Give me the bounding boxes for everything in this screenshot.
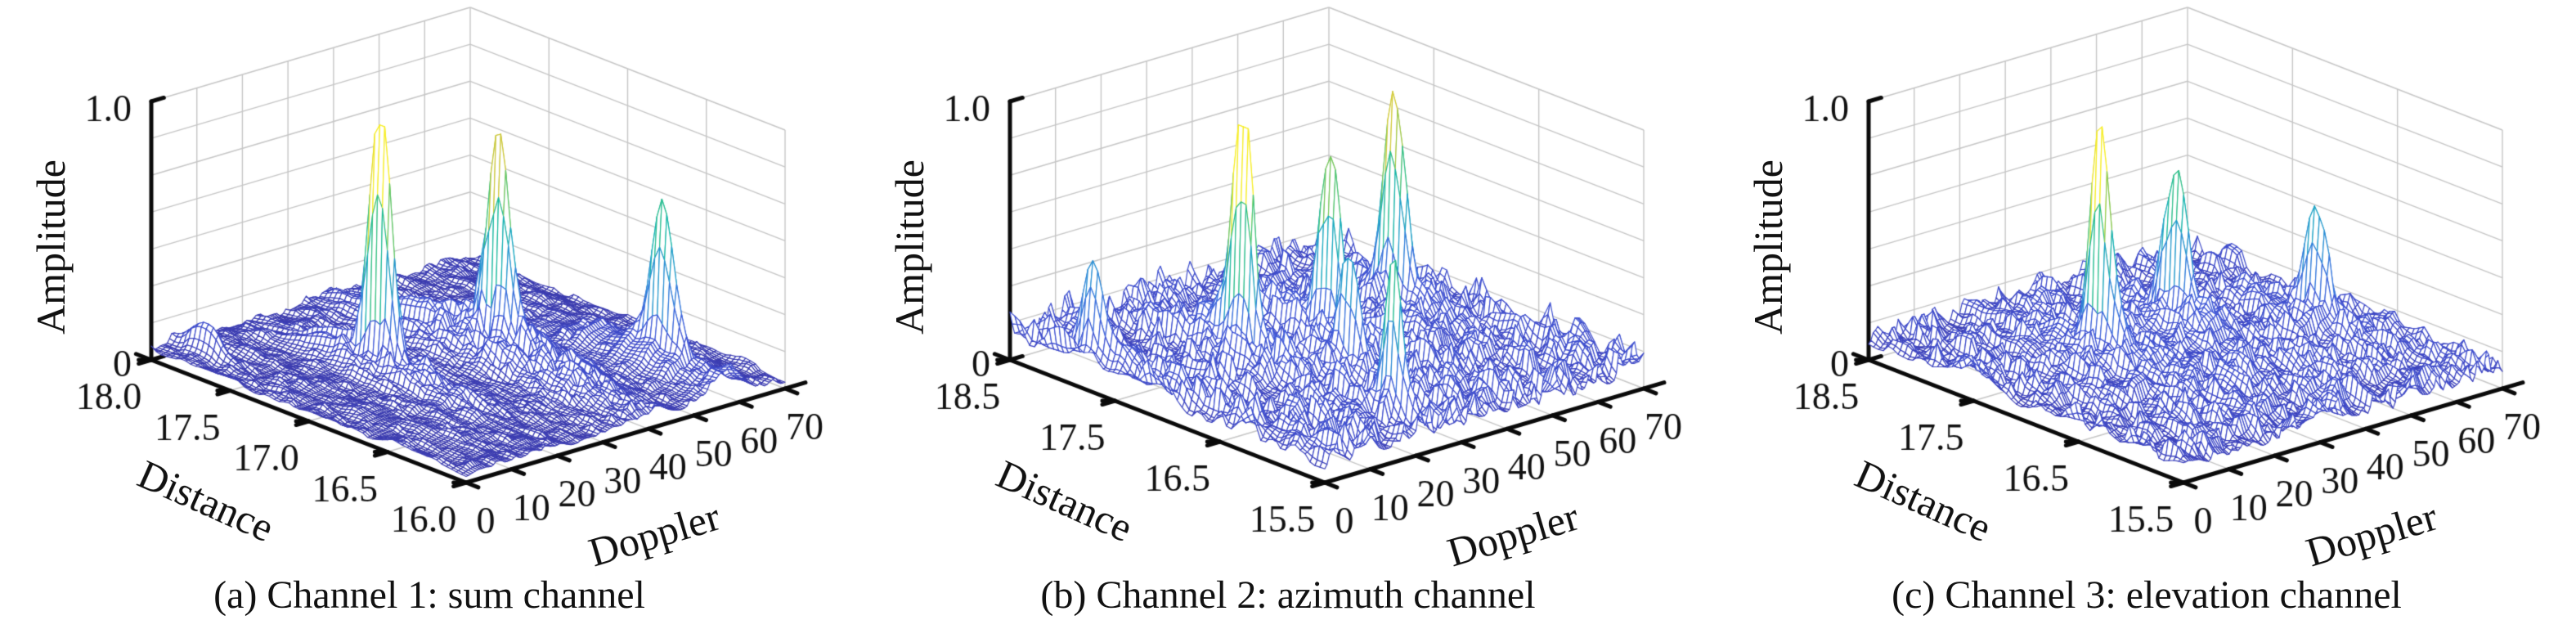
caption-sum-channel: (a) Channel 1: sum channel — [213, 573, 645, 617]
mesh-plot-sum-channel — [0, 0, 859, 638]
caption-elevation-channel: (c) Channel 3: elevation channel — [1892, 573, 2402, 617]
amplitude-axis-title: Amplitude — [1745, 160, 1791, 335]
panel-sum-channel: Amplitude Distance Doppler (a) Channel 1… — [0, 0, 859, 638]
mesh-plot-azimuth-channel — [859, 0, 1717, 638]
amplitude-axis-title: Amplitude — [886, 160, 932, 335]
mesh-plot-elevation-channel — [1717, 0, 2576, 638]
caption-azimuth-channel: (b) Channel 2: azimuth channel — [1040, 573, 1536, 617]
panel-elevation-channel: Amplitude Distance Doppler (c) Channel 3… — [1717, 0, 2576, 638]
amplitude-axis-title: Amplitude — [28, 160, 74, 335]
panel-azimuth-channel: Amplitude Distance Doppler (b) Channel 2… — [859, 0, 1717, 638]
